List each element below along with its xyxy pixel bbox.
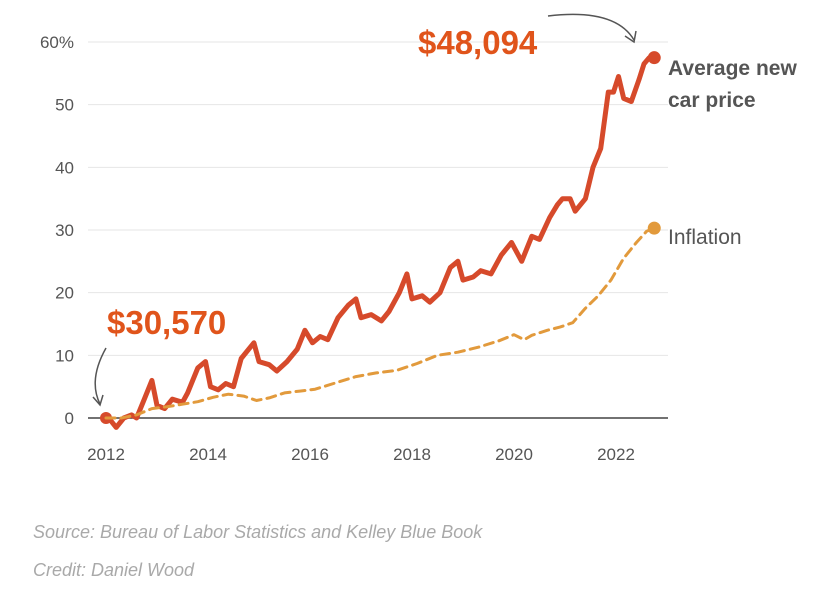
y-tick-label: 40 [55,158,74,177]
price-series-label-line-2: car price [668,89,756,112]
end-callout-arrowhead [624,30,637,44]
series-lines [100,51,661,430]
end-price-label: $48,094 [418,24,538,61]
end-callout-arrow [547,13,635,41]
y-tick-label: 30 [55,221,74,240]
y-tick-label: 50 [55,96,74,115]
start-callout-arrow [94,347,107,405]
x-tick-label: 2014 [189,445,227,464]
start-price-label: $30,570 [107,304,226,341]
inflation-end-point [647,221,661,235]
x-tick-label: 2020 [495,445,533,464]
credit-note: Credit: Daniel Wood [33,560,195,580]
inflation-series-label: Inflation [668,226,742,249]
x-tick-label: 2022 [597,445,635,464]
y-axis-ticks: 0 10 20 30 40 50 60% [40,33,74,428]
x-tick-label: 2012 [87,445,125,464]
source-note: Source: Bureau of Labor Statistics and K… [33,522,483,542]
start-callout-arrowhead [92,394,104,407]
inflation-series-line [104,226,656,420]
y-tick-label: 10 [55,346,74,365]
y-tick-label: 60% [40,33,74,52]
price-end-point [647,51,661,65]
x-tick-label: 2018 [393,445,431,464]
x-tick-label: 2016 [291,445,329,464]
y-tick-label: 0 [65,409,74,428]
price-series-line [103,55,657,430]
price-series-label-line-1: Average new [668,57,797,80]
y-tick-label: 20 [55,284,74,303]
x-axis-ticks: 2012 2014 2016 2018 2020 2022 [87,445,635,464]
gridlines [88,41,668,419]
